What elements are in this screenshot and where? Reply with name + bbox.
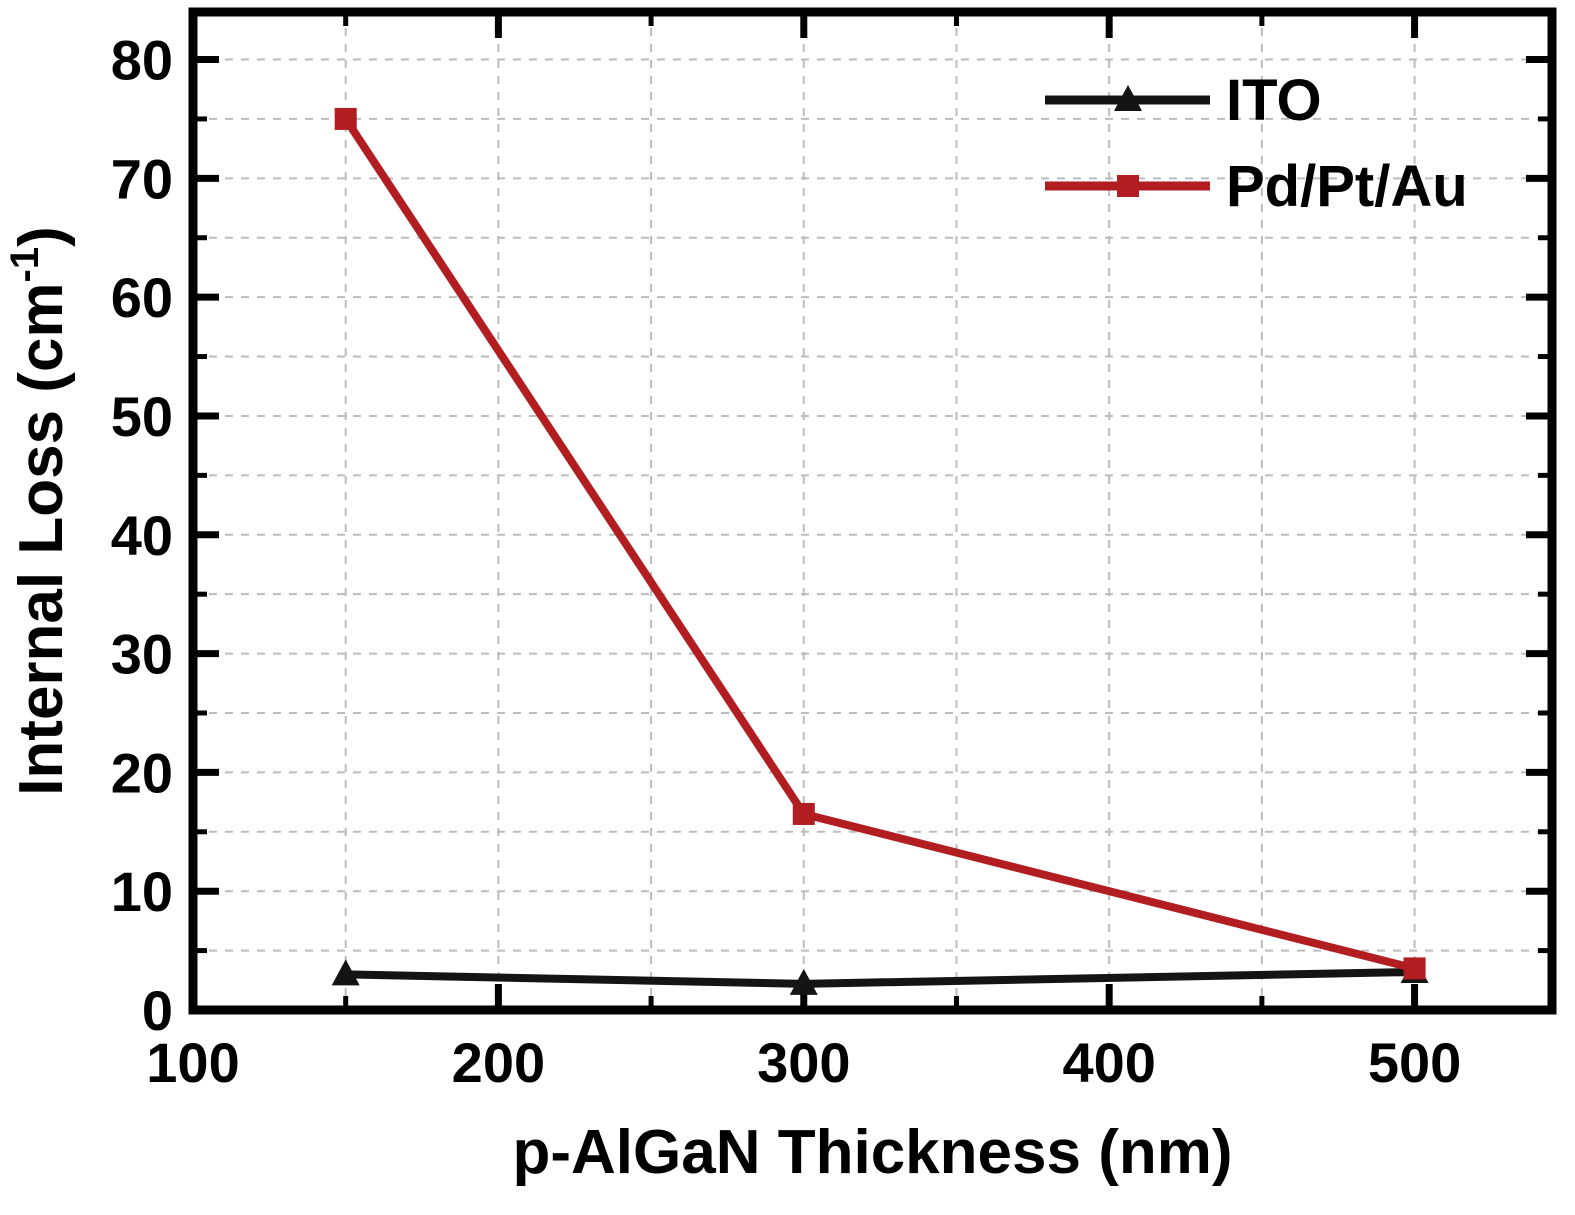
x-tick-label: 300	[757, 1031, 850, 1094]
legend: ITO Pd/Pt/Au	[1045, 68, 1468, 219]
square-marker	[1403, 957, 1426, 980]
plot-border	[188, 7, 1557, 1015]
legend-label: ITO	[1226, 68, 1322, 133]
triangle-marker	[789, 968, 818, 995]
series-line-pd-pt-au	[342, 116, 1416, 973]
x-tick-label: 500	[1368, 1031, 1461, 1094]
x-tick-label: 200	[452, 1031, 545, 1094]
y-tick-label: 30	[111, 623, 173, 686]
y-tick-label: 80	[111, 29, 173, 92]
legend-label: Pd/Pt/Au	[1226, 154, 1468, 219]
square-marker	[1117, 175, 1139, 197]
square-marker	[334, 107, 357, 130]
triangle-marker	[1114, 85, 1142, 111]
y-tick-label: 20	[111, 741, 173, 804]
y-tick-label: 0	[142, 979, 173, 1042]
series-pd-pt-au	[334, 107, 1426, 980]
x-axis-title: p-AlGaN Thickness (nm)	[513, 1118, 1233, 1187]
x-tick-label: 100	[146, 1031, 239, 1094]
y-axis-title: Internal Loss (cm-1)	[3, 226, 76, 796]
y-tick-label: 60	[111, 266, 173, 329]
y-tick-label: 10	[111, 860, 173, 923]
y-tick-label: 50	[111, 385, 173, 448]
triangle-marker	[331, 959, 360, 986]
series-line-ito	[345, 967, 1415, 988]
y-tick-label: 40	[111, 504, 173, 567]
square-marker	[792, 802, 815, 825]
y-tick-label: 70	[111, 147, 173, 210]
x-tick-label: 400	[1062, 1031, 1155, 1094]
